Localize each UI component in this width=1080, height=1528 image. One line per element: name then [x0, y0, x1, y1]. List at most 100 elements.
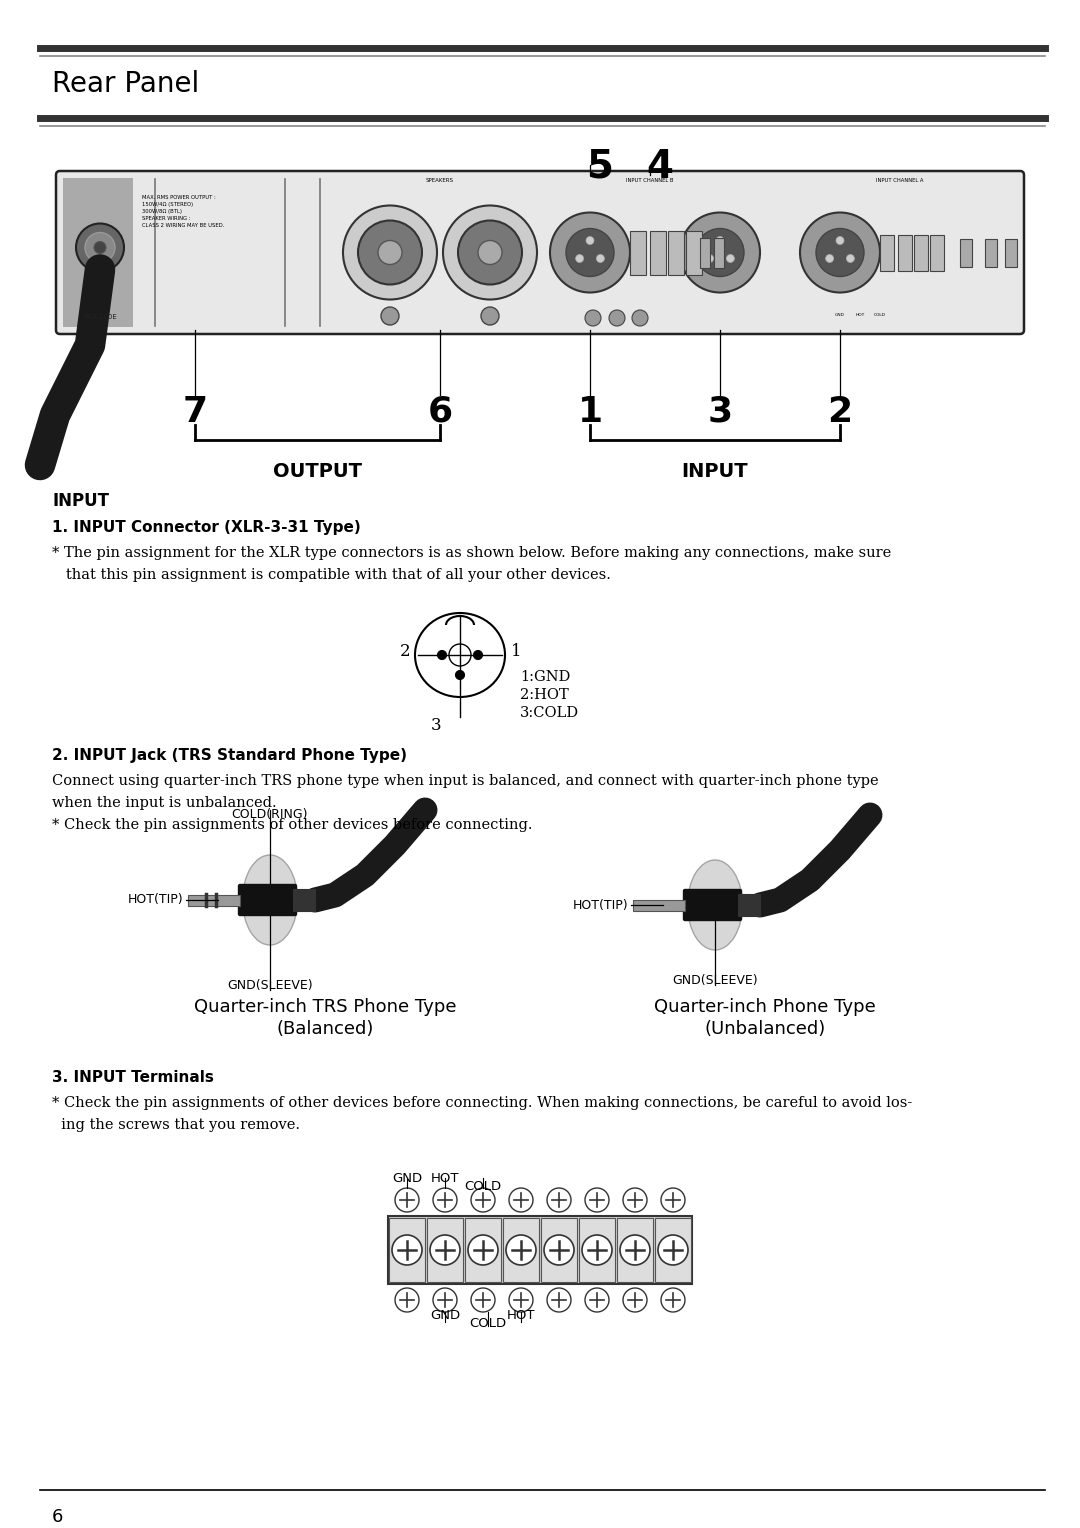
Bar: [985, 238, 997, 266]
Circle shape: [632, 310, 648, 325]
Text: COLD(RING): COLD(RING): [232, 808, 308, 821]
Circle shape: [546, 1187, 571, 1212]
Bar: [579, 1218, 615, 1282]
Text: * The pin assignment for the XLR type connectors is as shown below. Before makin: * The pin assignment for the XLR type co…: [52, 545, 891, 559]
Bar: [389, 1218, 426, 1282]
Circle shape: [433, 1187, 457, 1212]
Circle shape: [343, 205, 437, 299]
Circle shape: [76, 223, 124, 272]
Circle shape: [596, 255, 605, 263]
Text: COLD: COLD: [874, 313, 886, 316]
Text: SRA-200E: SRA-200E: [83, 313, 117, 319]
Text: 1. INPUT Connector (XLR-3-31 Type): 1. INPUT Connector (XLR-3-31 Type): [52, 520, 361, 535]
Circle shape: [585, 1288, 609, 1313]
FancyBboxPatch shape: [239, 885, 297, 915]
Circle shape: [582, 1235, 612, 1265]
Text: 3: 3: [431, 717, 442, 733]
Ellipse shape: [243, 856, 297, 944]
Bar: [388, 1216, 692, 1284]
Bar: [714, 237, 724, 267]
Bar: [293, 889, 315, 911]
Text: SPEAKER WIRING :: SPEAKER WIRING :: [141, 215, 190, 222]
Bar: [960, 238, 972, 266]
Bar: [503, 1218, 539, 1282]
Text: 6: 6: [52, 1508, 64, 1526]
Text: 6: 6: [428, 396, 453, 429]
Bar: [738, 894, 760, 915]
Bar: [541, 1218, 577, 1282]
Text: 3: 3: [707, 396, 732, 429]
Circle shape: [550, 212, 630, 292]
Circle shape: [85, 232, 114, 263]
Bar: [427, 1218, 463, 1282]
Text: 7: 7: [183, 396, 207, 429]
Circle shape: [576, 255, 583, 263]
Text: 5: 5: [586, 148, 613, 186]
Circle shape: [847, 255, 854, 263]
Circle shape: [473, 651, 483, 660]
Circle shape: [680, 212, 760, 292]
Text: GND: GND: [392, 1172, 422, 1186]
Bar: [1005, 238, 1017, 266]
Bar: [654, 1218, 691, 1282]
Text: HOT: HOT: [855, 313, 865, 316]
Text: SPEAKERS: SPEAKERS: [426, 177, 454, 183]
Circle shape: [381, 307, 399, 325]
Text: INPUT CHANNEL B: INPUT CHANNEL B: [626, 177, 674, 183]
Bar: [880, 234, 894, 270]
Text: INPUT: INPUT: [52, 492, 109, 510]
Bar: [633, 900, 685, 911]
Circle shape: [825, 255, 834, 263]
Text: 3. INPUT Terminals: 3. INPUT Terminals: [52, 1070, 214, 1085]
Text: CLASS 2 WIRING MAY BE USED.: CLASS 2 WIRING MAY BE USED.: [141, 223, 225, 228]
Bar: [700, 237, 710, 267]
Ellipse shape: [415, 613, 505, 697]
Circle shape: [585, 310, 600, 325]
Ellipse shape: [688, 860, 743, 950]
Bar: [930, 234, 944, 270]
Text: COLD: COLD: [470, 1317, 507, 1329]
Circle shape: [449, 643, 471, 666]
Text: * Check the pin assignments of other devices before connecting. When making conn: * Check the pin assignments of other dev…: [52, 1096, 913, 1109]
Text: 2: 2: [827, 396, 852, 429]
Text: that this pin assignment is compatible with that of all your other devices.: that this pin assignment is compatible w…: [52, 568, 611, 582]
Circle shape: [478, 240, 502, 264]
Circle shape: [586, 237, 594, 244]
Circle shape: [661, 1187, 685, 1212]
Text: 1: 1: [511, 643, 522, 660]
Text: (Unbalanced): (Unbalanced): [704, 1021, 825, 1038]
Circle shape: [544, 1235, 573, 1265]
Text: Rear Panel: Rear Panel: [52, 70, 199, 98]
Bar: [630, 231, 646, 275]
Text: GND: GND: [835, 313, 845, 316]
Circle shape: [395, 1288, 419, 1313]
Text: HOT: HOT: [507, 1309, 536, 1322]
Text: MAX. RMS POWER OUTPUT :: MAX. RMS POWER OUTPUT :: [141, 196, 216, 200]
Text: Quarter-inch TRS Phone Type: Quarter-inch TRS Phone Type: [193, 998, 456, 1016]
Circle shape: [800, 212, 880, 292]
Circle shape: [836, 237, 843, 244]
Text: 150W/4Ω (STEREO): 150W/4Ω (STEREO): [141, 202, 193, 206]
Circle shape: [507, 1235, 536, 1265]
Text: (Balanced): (Balanced): [276, 1021, 374, 1038]
Text: HOT: HOT: [431, 1172, 459, 1186]
Circle shape: [471, 1288, 495, 1313]
Bar: [465, 1218, 501, 1282]
Bar: [63, 177, 133, 327]
Text: INPUT: INPUT: [681, 461, 748, 481]
Circle shape: [727, 255, 734, 263]
Bar: [897, 234, 912, 270]
Text: 2:HOT: 2:HOT: [519, 688, 569, 701]
Circle shape: [471, 1187, 495, 1212]
Circle shape: [392, 1235, 422, 1265]
Text: HOT(TIP): HOT(TIP): [127, 894, 183, 906]
Bar: [686, 231, 702, 275]
Text: ing the screws that you remove.: ing the screws that you remove.: [52, 1118, 300, 1132]
Circle shape: [456, 671, 464, 680]
Circle shape: [661, 1288, 685, 1313]
FancyBboxPatch shape: [684, 889, 742, 920]
Text: 3:COLD: 3:COLD: [519, 706, 579, 720]
Text: 2: 2: [400, 643, 410, 660]
Circle shape: [546, 1288, 571, 1313]
Text: GND(SLEEVE): GND(SLEEVE): [227, 979, 313, 992]
